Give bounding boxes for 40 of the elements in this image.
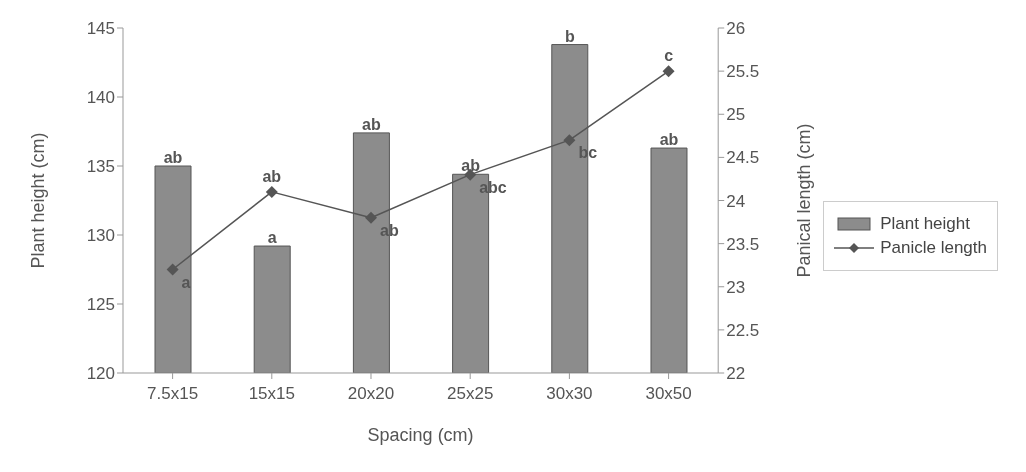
y-tick-label: 135 [86,157,115,177]
data-label: ab [461,157,481,175]
x-tick-label: 30x50 [645,384,692,404]
data-label: b [564,27,575,45]
y2-tick-label: 24 [726,191,746,211]
y-axis-title: Plant height (cm) [28,132,49,269]
x-axis-title: Spacing (cm) [367,425,474,445]
point [364,211,377,224]
data-label: bc [578,144,598,162]
y2-tick-label: 26 [726,19,746,39]
y-tick-label: 145 [86,19,115,39]
x-tick-label: 30x30 [546,384,593,404]
y-tick-label: 130 [86,226,115,246]
data-label: ab [262,167,282,185]
data-label: a [267,229,277,247]
point [563,134,576,147]
x-tick-label: 7.5x15 [147,384,199,404]
y2-tick-label: 24.5 [726,148,760,168]
y-tick-label: 125 [86,295,115,315]
data-label: ab [163,149,183,166]
point [265,185,278,198]
legend-label: Plant height [880,213,970,234]
point [166,263,179,276]
data-label: ab [362,115,381,133]
y2-tick-label: 23 [726,277,746,297]
y2-tick-label: 22 [726,364,746,384]
legend-label: Panicle length [880,237,987,258]
y2-tick-label: 23.5 [726,234,760,254]
data-label: ab [659,131,679,149]
y-tick-label: 120 [86,364,115,384]
point [662,65,675,78]
y2-tick-label: 22.5 [726,320,760,340]
x-tick-label: 20x20 [347,384,395,404]
data-label: c [664,47,674,65]
y2-tick-label: 25.5 [726,62,760,82]
y-tick-label: 140 [86,88,115,108]
x-tick-label: 25x25 [447,384,494,404]
y2-axis-title: Panical length (cm) [793,123,814,278]
x-tick-label: 15x15 [248,384,295,404]
y2-tick-label: 25 [726,105,746,125]
